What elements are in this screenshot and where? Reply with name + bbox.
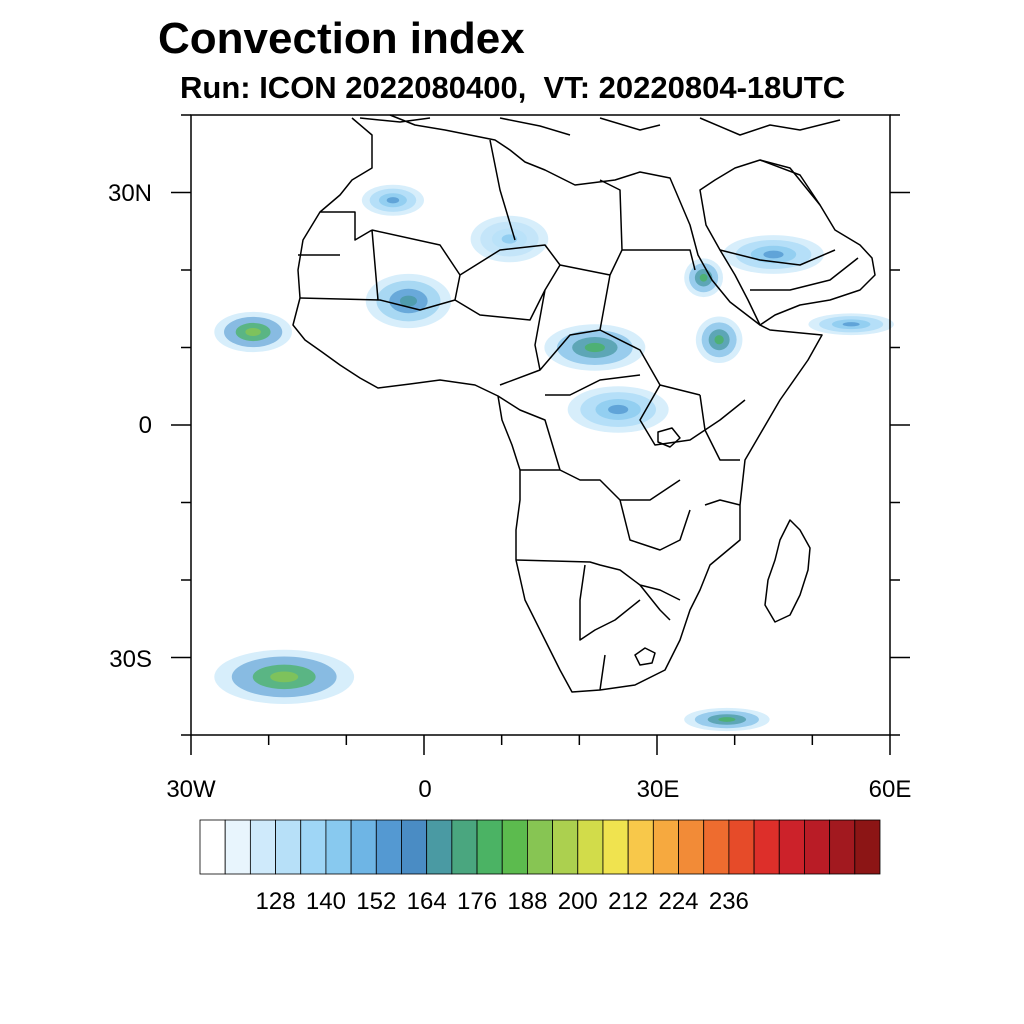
lesotho [634,647,656,666]
lon-label-0: 0 [418,776,432,803]
colorbar-box [829,819,856,875]
colorbar-label: 176 [457,888,498,915]
colorbar-label: 200 [557,888,598,915]
colorbar-box [552,819,579,875]
lake-victoria [657,427,681,448]
colorbar-box [325,819,352,875]
convection-area-1 [214,649,355,704]
colorbar-box [602,819,629,875]
convection-area-3 [365,273,452,329]
colorbar-box [199,819,226,875]
convection-area-5 [695,316,743,363]
lon-label-30w: 30W [166,776,216,803]
colorbar-box [375,819,402,875]
colorbar-box [401,819,428,875]
colorbar-label: 236 [708,888,749,915]
colorbar-box [728,819,755,875]
convection-area-0 [214,311,292,353]
lat-label-30n: 30N [107,180,152,207]
convection-fields [214,184,894,732]
colorbar-box [275,819,302,875]
chart-subtitle: Run: ICON 2022080400, VT: 20220804-18UTC [180,70,846,105]
colorbar-box [652,819,679,875]
colorbar-label: 224 [658,888,699,915]
colorbar-label: 212 [608,888,649,915]
colorbar [199,819,881,875]
colorbar-box [300,819,327,875]
colorbar-box [854,819,881,875]
border-lines [298,139,859,691]
convection-area-10 [567,386,669,433]
africa-coastline [292,114,823,693]
chart-title: Convection index [158,14,525,63]
colorbar-box [678,819,705,875]
colorbar-label: 164 [406,888,447,915]
convection-area-2 [684,707,770,732]
colorbar-box [577,819,604,875]
colorbar-box [249,819,276,875]
colorbar-box [224,819,251,875]
colorbar-label: 188 [507,888,548,915]
convection-area-8 [808,313,894,336]
europe-coast [359,117,841,136]
colorbar-label: 152 [356,888,397,915]
convection-area-9 [361,184,424,216]
colorbar-box [753,819,780,875]
map-frame [171,114,910,755]
colorbar-box [804,819,831,875]
convection-area-7 [723,235,824,274]
colorbar-box [627,819,654,875]
colorbar-box [350,819,377,875]
colorbar-box [501,819,528,875]
madagascar [764,519,811,623]
colorbar-box [426,819,453,875]
colorbar-box [451,819,478,875]
lat-label-0: 0 [138,412,152,439]
lat-label-30s: 30S [109,646,152,673]
lon-label-30e: 30E [636,776,680,803]
colorbar-label: 128 [255,888,296,915]
lon-label-60e: 60E [868,776,912,803]
colorbar-box [476,819,503,875]
country-borders [292,114,876,693]
colorbar-box [703,819,730,875]
colorbar-box [527,819,553,875]
colorbar-box [778,819,805,875]
colorbar-label: 140 [305,888,346,915]
